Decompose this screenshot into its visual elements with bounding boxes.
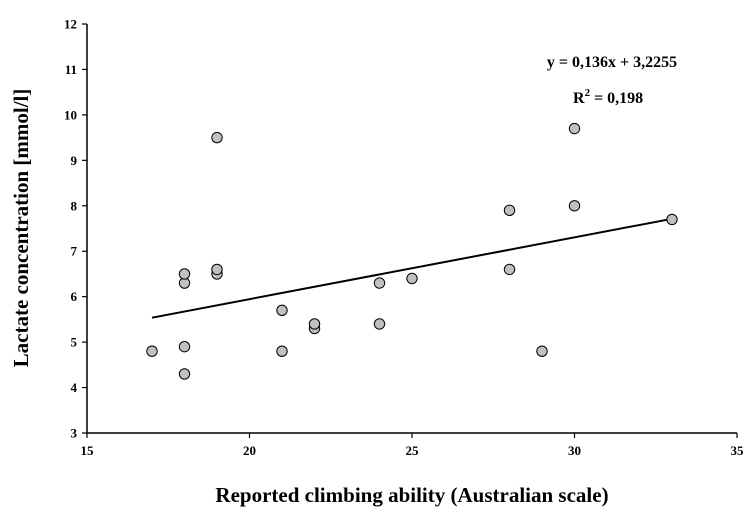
data-point (504, 205, 514, 215)
r-squared-prefix: R (573, 90, 585, 107)
r-squared-label: R2 = 0,198 (573, 87, 643, 107)
x-tick-label: 30 (568, 443, 581, 458)
data-points (147, 123, 677, 379)
y-tick-label: 4 (71, 380, 78, 395)
y-axis-ticks: 3 4 5 6 7 8 9 10 11 12 (64, 17, 87, 441)
data-point (179, 341, 189, 351)
y-tick-label: 10 (64, 107, 77, 122)
y-tick-label: 7 (71, 244, 78, 259)
data-point (374, 319, 384, 329)
x-axis-ticks: 15 20 25 30 35 (81, 433, 744, 458)
data-point (309, 319, 319, 329)
y-tick-label: 9 (71, 153, 78, 168)
data-point (667, 214, 677, 224)
x-tick-label: 20 (243, 443, 256, 458)
data-point (179, 269, 189, 279)
data-point (212, 132, 222, 142)
data-point (277, 346, 287, 356)
data-point (277, 305, 287, 315)
data-point (212, 264, 222, 274)
data-point (537, 346, 547, 356)
data-point (147, 346, 157, 356)
r-squared-value: = 0,198 (590, 90, 643, 107)
x-axis-label: Reported climbing ability (Australian sc… (215, 483, 608, 507)
y-tick-label: 6 (71, 289, 78, 304)
x-tick-label: 25 (406, 443, 420, 458)
y-tick-label: 3 (71, 426, 78, 441)
y-axis-label: Lactate concentration [mmol/l] (9, 89, 33, 368)
data-point (179, 369, 189, 379)
trendline (152, 219, 672, 318)
x-tick-label: 15 (81, 443, 95, 458)
data-point (374, 278, 384, 288)
y-tick-label: 12 (64, 17, 77, 32)
x-tick-label: 35 (731, 443, 744, 458)
y-tick-label: 11 (65, 62, 77, 77)
y-tick-label: 8 (71, 198, 78, 213)
y-tick-label: 5 (71, 335, 78, 350)
data-point (569, 123, 579, 133)
data-point (569, 201, 579, 211)
trendline-group (152, 219, 672, 318)
trendline-equation: y = 0,136x + 3,2255 (547, 54, 677, 71)
data-point (407, 273, 417, 283)
data-point (504, 264, 514, 274)
